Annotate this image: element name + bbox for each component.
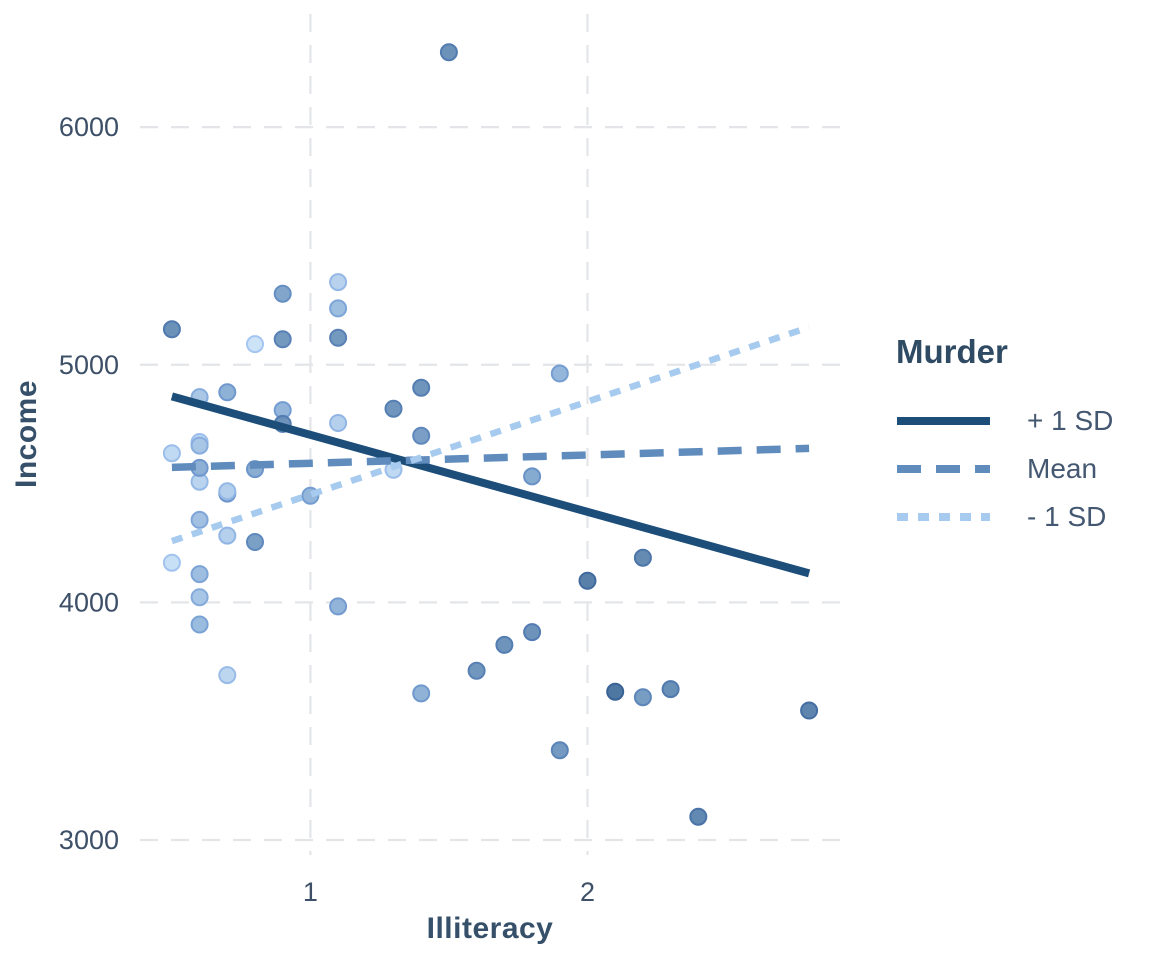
axis-tick-labels: 3000 4000 5000 6000 1 2 (59, 112, 595, 907)
scatter-point (439, 43, 458, 62)
scatter-points (162, 43, 819, 826)
scatter-point (190, 565, 209, 584)
scatter-point (523, 623, 542, 642)
legend-item-label: + 1 SD (1027, 405, 1114, 436)
scatter-point (246, 533, 264, 551)
y-axis-title: Income (10, 379, 43, 489)
trend-line-mean (171, 444, 810, 472)
legend-swatch-line (896, 511, 991, 523)
scatter-point (162, 553, 181, 572)
scatter-point (190, 588, 209, 607)
legend: Murder + 1 SD Mean - 1 SD (896, 333, 1146, 541)
scatter-point (162, 444, 181, 463)
scatter-point (412, 426, 431, 445)
scatter-point (467, 661, 486, 680)
scatter-point (218, 383, 237, 402)
scatter-point (550, 741, 569, 760)
scatter-point (218, 526, 237, 545)
scatter-point (273, 330, 292, 349)
legend-title: Murder (896, 333, 1008, 370)
trend-line--1sd (170, 324, 811, 545)
scatter-point (190, 510, 209, 529)
scatter-point (329, 273, 348, 292)
legend-item-label: Mean (1027, 453, 1098, 484)
legend-item: Mean (896, 445, 1146, 493)
scatter-point (800, 701, 819, 720)
scatter-point (190, 436, 209, 455)
scatter-point (412, 378, 431, 397)
scatter-point (218, 666, 237, 685)
x-tick-label: 1 (303, 877, 318, 907)
scatter-point (578, 571, 597, 590)
scatter-point (162, 320, 181, 339)
y-tick-label: 4000 (59, 587, 119, 617)
scatter-point (633, 688, 652, 707)
legend-item: + 1 SD (896, 397, 1146, 445)
legend-item: - 1 SD (896, 493, 1146, 541)
y-tick-label: 3000 (59, 825, 119, 855)
x-axis-title: Illiteracy (426, 912, 554, 945)
y-tick-label: 6000 (59, 112, 119, 142)
scatter-point (329, 414, 348, 432)
scatter-point (329, 299, 348, 318)
trend-line-+1sd (170, 392, 811, 578)
gridlines (140, 14, 841, 855)
scatter-point (246, 335, 264, 354)
scatter-point (606, 682, 625, 701)
scatter-point (329, 328, 348, 347)
scatter-point (384, 399, 403, 418)
x-tick-label: 2 (580, 877, 595, 907)
scatter-point (550, 364, 569, 383)
legend-swatch-line (896, 463, 991, 475)
scatter-point (523, 467, 542, 486)
scatter-point (273, 284, 292, 303)
trend-lines (170, 324, 811, 578)
legend-swatch-line (896, 415, 991, 427)
scatter-point (689, 807, 708, 826)
scatter-point (329, 597, 348, 616)
scatter-point (495, 635, 514, 654)
legend-item-label: - 1 SD (1027, 501, 1107, 532)
scatter-point (190, 615, 209, 634)
scatter-point (218, 482, 237, 501)
scatter-point (661, 680, 680, 699)
y-tick-label: 5000 (59, 350, 119, 380)
legend-items: + 1 SD Mean - 1 SD (896, 397, 1146, 541)
scatter-point (633, 548, 652, 567)
scatter-point (412, 684, 431, 703)
